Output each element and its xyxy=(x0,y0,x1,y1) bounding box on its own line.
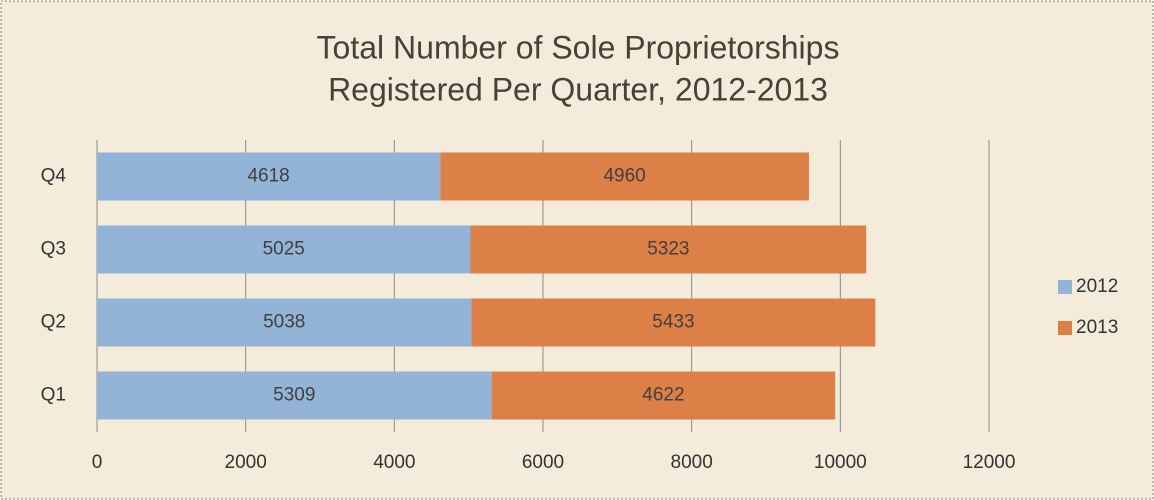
x-tick-label: 0 xyxy=(92,452,103,473)
data-label: 5323 xyxy=(647,239,689,260)
bar xyxy=(440,152,809,201)
y-tick-label: Q3 xyxy=(41,239,66,260)
bar xyxy=(470,225,867,274)
legend-label: 2013 xyxy=(1076,317,1118,338)
data-label: 5038 xyxy=(263,312,305,333)
data-label: 5433 xyxy=(652,312,694,333)
data-label: 4618 xyxy=(247,166,289,187)
bar xyxy=(491,371,836,420)
legend-swatch xyxy=(1058,321,1072,335)
x-tick-label: 8000 xyxy=(671,452,713,473)
y-tick-label: Q2 xyxy=(41,312,66,333)
x-tick-label: 4000 xyxy=(373,452,415,473)
bar xyxy=(97,371,492,420)
bar xyxy=(97,298,472,347)
bar xyxy=(97,225,471,274)
legend-label: 2012 xyxy=(1076,276,1118,297)
bar xyxy=(97,152,441,201)
x-tick-label: 12000 xyxy=(963,452,1016,473)
data-label: 5025 xyxy=(263,239,305,260)
data-label: 5309 xyxy=(273,385,315,406)
x-tick-label: 10000 xyxy=(814,452,867,473)
x-tick-label: 2000 xyxy=(225,452,267,473)
x-tick-label: 6000 xyxy=(522,452,564,473)
legend-swatch xyxy=(1058,280,1072,294)
y-tick-label: Q4 xyxy=(41,166,67,187)
chart-title: Registered Per Quarter, 2012-2013 xyxy=(328,71,828,107)
chart-title: Total Number of Sole Proprietorships xyxy=(317,29,840,65)
data-label: 4622 xyxy=(642,385,684,406)
bar xyxy=(471,298,876,347)
data-label: 4960 xyxy=(603,166,645,187)
y-tick-label: Q1 xyxy=(41,385,66,406)
